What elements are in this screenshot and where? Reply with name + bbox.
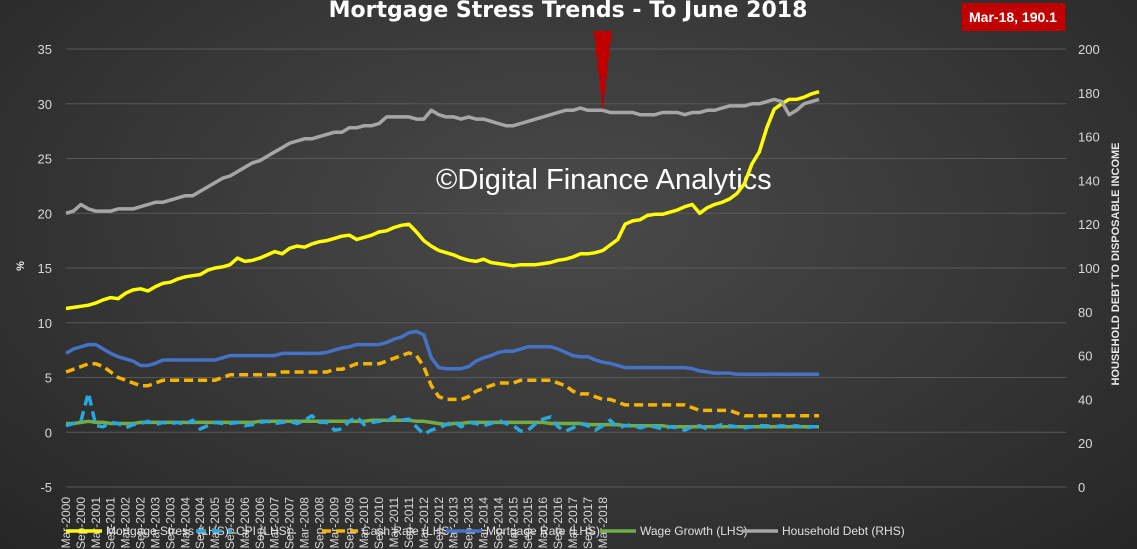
x-tick-label: Sep-2003 bbox=[163, 497, 177, 549]
x-tick-label: Mar-2011 bbox=[387, 497, 401, 548]
right-y-tick-label: 180 bbox=[1078, 86, 1100, 101]
right-y-tick-label: 0 bbox=[1078, 480, 1085, 495]
chart-title: Mortgage Stress Trends - To June 2018 bbox=[329, 0, 808, 23]
series-line-household-debt-rhs bbox=[65, 97, 820, 215]
x-tick-label: Sep-2015 bbox=[521, 497, 535, 549]
legend-label: Wage Growth (LHS) bbox=[640, 524, 748, 538]
right-y-tick-label: 200 bbox=[1078, 42, 1100, 57]
x-tick-label: Mar-2017 bbox=[566, 497, 580, 549]
x-tick-label: Sep-2009 bbox=[342, 497, 356, 549]
x-tick-label: Mar-2013 bbox=[447, 497, 461, 549]
right-y-tick-label: 20 bbox=[1078, 436, 1092, 451]
x-tick-label: Sep-2002 bbox=[134, 497, 148, 549]
x-tick-label: Sep-2011 bbox=[402, 497, 416, 548]
right-y-tick-label: 160 bbox=[1078, 130, 1100, 145]
x-axis: Mar-2000 Sep-2000 Mar-2001 Sep-2001 Mar-2002… bbox=[59, 497, 610, 549]
x-tick-label: Sep-2010 bbox=[372, 497, 386, 549]
annotation-callout: Mar-18, 190.1 bbox=[593, 3, 1065, 111]
x-tick-label: Sep-2017 bbox=[581, 497, 595, 549]
callout-box bbox=[962, 3, 1065, 31]
x-tick-label: Sep-2001 bbox=[104, 497, 118, 549]
x-tick-label: Sep-2005 bbox=[223, 497, 237, 549]
left-y-tick-label: 5 bbox=[45, 371, 52, 386]
x-tick-label: Sep-2016 bbox=[551, 497, 565, 549]
series-line-cash-rate-lhs bbox=[65, 351, 819, 418]
x-tick-label: Mar-2015 bbox=[506, 497, 520, 549]
legend-label: Cash Rate (LHS) bbox=[362, 524, 453, 538]
x-tick-label: Mar-2005 bbox=[208, 497, 222, 549]
left-y-axis-label: % bbox=[15, 261, 27, 271]
x-tick-label: Sep-2012 bbox=[432, 497, 446, 549]
legend-label: Mortgage Stress (LHS) bbox=[106, 524, 229, 538]
left-y-tick-label: 10 bbox=[38, 316, 52, 331]
left-y-tick-label: 20 bbox=[38, 206, 52, 221]
right-y-tick-label: 120 bbox=[1078, 217, 1100, 232]
x-tick-label: Mar-2000 bbox=[59, 497, 73, 549]
legend: Mortgage Stress (LHS) CPI (LHS) Cash Rate … bbox=[66, 524, 905, 538]
right-y-tick-label: 60 bbox=[1078, 349, 1092, 364]
series-line-cpi-lhs bbox=[65, 391, 819, 437]
x-tick-label: Sep-2004 bbox=[193, 497, 207, 549]
x-tick-label: Mar-2016 bbox=[536, 497, 550, 549]
x-tick-label: Mar-2004 bbox=[178, 497, 192, 549]
left-y-tick-label: -5 bbox=[40, 480, 52, 495]
gridlines bbox=[66, 48, 1066, 488]
x-tick-label: Mar-2003 bbox=[148, 497, 162, 549]
left-y-tick-label: 35 bbox=[38, 42, 52, 57]
x-tick-label: Mar-2009 bbox=[327, 497, 341, 549]
x-tick-label: Mar-2008 bbox=[298, 497, 312, 549]
x-tick-label: Mar-2012 bbox=[417, 497, 431, 549]
left-y-tick-label: 30 bbox=[38, 97, 52, 112]
x-tick-label: Sep-2006 bbox=[253, 497, 267, 549]
left-y-tick-label: 0 bbox=[45, 425, 52, 440]
right-y-tick-label: 80 bbox=[1078, 305, 1092, 320]
series-lines bbox=[65, 90, 820, 437]
right-y-tick-label: 140 bbox=[1078, 173, 1100, 188]
callout-pointer bbox=[593, 31, 612, 111]
x-tick-label: Sep-2013 bbox=[462, 497, 476, 549]
series-line-mortgage-rate-lhs bbox=[65, 329, 819, 376]
left-y-tick-label: 25 bbox=[38, 152, 52, 167]
x-tick-label: Sep-2000 bbox=[74, 497, 88, 549]
x-tick-label: Mar-2002 bbox=[119, 497, 133, 549]
callout-label: Mar-18, 190.1 bbox=[969, 9, 1057, 25]
legend-label: Household Debt (RHS) bbox=[782, 524, 905, 538]
x-tick-label: Mar-2010 bbox=[357, 497, 371, 549]
x-tick-label: Mar-2001 bbox=[89, 497, 103, 549]
legend-label: CPI (LHS) bbox=[236, 524, 291, 538]
series-line-mortgage-stress-lhs bbox=[65, 90, 820, 311]
legend-label: Mortgage Rate (LHS) bbox=[486, 524, 600, 538]
x-tick-label: Sep-2014 bbox=[491, 497, 505, 549]
right-y-tick-label: 40 bbox=[1078, 392, 1092, 407]
left-y-tick-label: 15 bbox=[38, 261, 52, 276]
x-tick-label: Mar-2018 bbox=[596, 497, 610, 549]
x-tick-label: Sep-2007 bbox=[283, 497, 297, 549]
right-y-axis-label: HOUSEHOLD DEBT TO DISPOSABLE INCOME bbox=[1110, 142, 1122, 385]
x-tick-label: Mar-2014 bbox=[476, 497, 490, 549]
x-tick-label: Mar-2006 bbox=[238, 497, 252, 549]
right-y-axis: 0 20 40 60 80 100 120 140 160 180 200 bbox=[1078, 42, 1100, 495]
left-y-axis: -5 0 5 10 15 20 25 30 35 bbox=[38, 42, 52, 495]
watermark-text: ©Digital Finance Analytics bbox=[436, 164, 772, 196]
right-y-tick-label: 100 bbox=[1078, 261, 1100, 276]
x-tick-label: Sep-2008 bbox=[312, 497, 326, 549]
x-tick-label: Mar-2007 bbox=[268, 497, 282, 549]
